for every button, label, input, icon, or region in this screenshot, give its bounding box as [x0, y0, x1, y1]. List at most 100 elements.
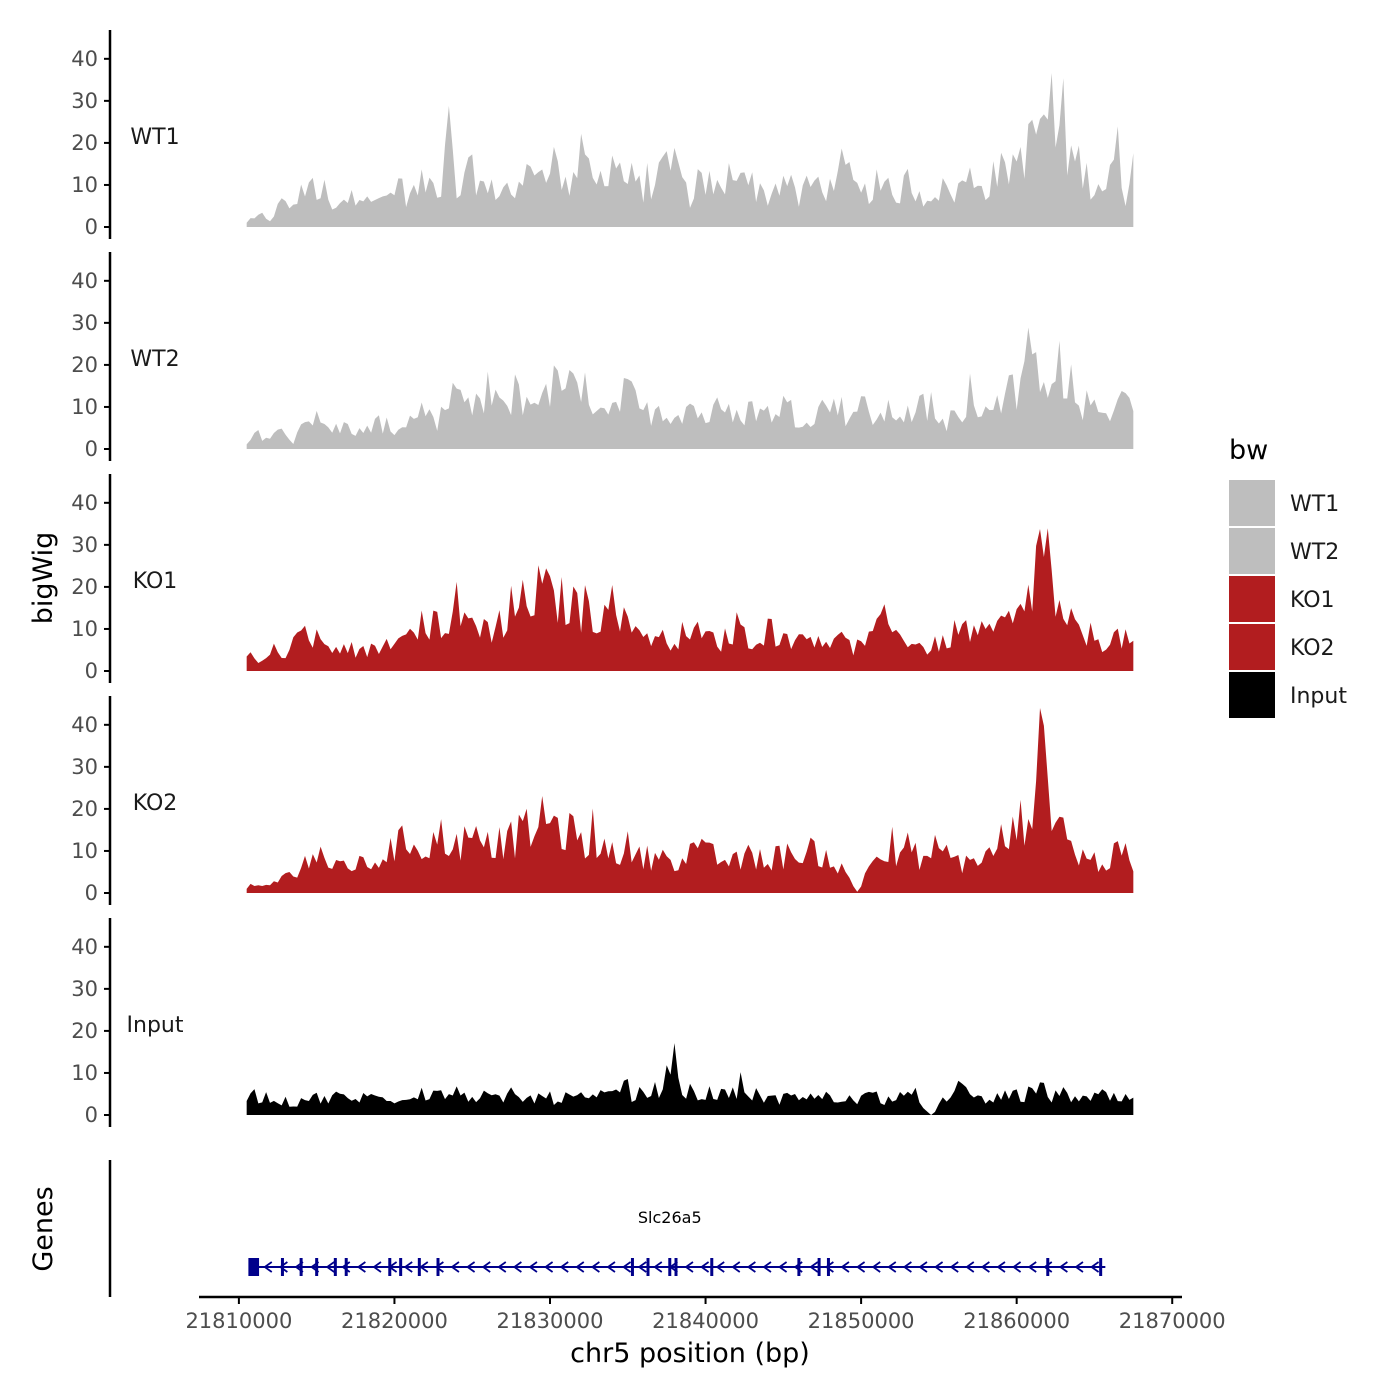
strand-arrow	[824, 1261, 834, 1273]
strand-arrow	[715, 1261, 725, 1273]
strand-arrow	[840, 1261, 850, 1273]
strand-arrow	[1012, 1261, 1022, 1273]
x-tick-label: 21870000	[1119, 1309, 1226, 1333]
legend-swatch-wt2	[1229, 528, 1275, 574]
gene-exon	[797, 1258, 801, 1276]
gene-exon	[1099, 1258, 1103, 1276]
strand-arrow	[1090, 1261, 1100, 1273]
track-label-ko2: KO2	[133, 791, 178, 816]
strand-arrow	[481, 1261, 491, 1273]
strand-arrow	[466, 1261, 476, 1273]
strand-arrow	[356, 1261, 366, 1273]
x-tick-label: 21810000	[185, 1309, 292, 1333]
strand-arrow	[434, 1261, 444, 1273]
legend-swatch-wt1	[1229, 480, 1275, 526]
legend-title: bw	[1229, 435, 1268, 466]
strand-arrow	[684, 1261, 694, 1273]
gene-exon	[710, 1258, 714, 1276]
strand-arrow	[731, 1261, 741, 1273]
legend-label-ko1: KO1	[1290, 588, 1335, 613]
strand-arrow	[263, 1261, 273, 1273]
gene-exon	[817, 1258, 821, 1276]
strand-arrow	[325, 1261, 335, 1273]
strand-arrow	[637, 1261, 647, 1273]
legend-swatch-input	[1229, 672, 1275, 718]
gene-exon	[248, 1258, 258, 1276]
strand-arrow	[980, 1261, 990, 1273]
strand-arrow	[575, 1261, 585, 1273]
y-tick-label: 40	[71, 47, 98, 71]
y-tick-label: 20	[71, 131, 98, 155]
strand-arrow	[372, 1261, 382, 1273]
strand-arrow	[497, 1261, 507, 1273]
track-panel-input: Input 0 10 20 30 40	[71, 918, 1134, 1127]
strand-arrow	[856, 1261, 866, 1273]
strand-arrow	[450, 1261, 460, 1273]
x-axis: 21810000 21820000 21830000 21840000 21850000…	[185, 1295, 1226, 1333]
signal-area-input	[246, 1043, 1134, 1115]
track-label-wt1: WT1	[130, 125, 179, 150]
strand-arrow	[934, 1261, 944, 1273]
y-tick-label: 30	[71, 977, 98, 1001]
gene-exon	[417, 1258, 421, 1276]
strand-arrow	[762, 1261, 772, 1273]
strand-arrow	[1043, 1261, 1053, 1273]
strand-arrow	[528, 1261, 538, 1273]
strand-arrow	[1058, 1261, 1068, 1273]
y-tick-label: 40	[71, 935, 98, 959]
signal-panels: WT1 0 10 20 30 40 WT2 0 10 20 30 40 KO1 0 10 20 30 4…	[71, 30, 1134, 1127]
gene-exon	[1046, 1258, 1050, 1276]
gene-panel-title: Genes	[28, 1186, 59, 1271]
y-tick-label: 30	[71, 89, 98, 113]
strand-arrow	[700, 1261, 710, 1273]
legend-swatch-ko1	[1229, 576, 1275, 622]
legend: bw WT1 WT2 KO1 KO2 Input	[1229, 435, 1347, 718]
gene-exon	[299, 1258, 303, 1276]
legend-label-input: Input	[1290, 684, 1347, 709]
y-tick-label: 30	[71, 533, 98, 557]
y-tick-label: 0	[85, 437, 98, 461]
strand-arrow	[746, 1261, 756, 1273]
gene-exon	[668, 1258, 672, 1276]
strand-arrow	[590, 1261, 600, 1273]
strand-arrow	[403, 1261, 413, 1273]
gene-exon	[256, 1258, 260, 1276]
strand-arrow	[949, 1261, 959, 1273]
strand-arrow	[965, 1261, 975, 1273]
signal-area-wt1	[246, 72, 1134, 227]
gene-exon	[630, 1258, 634, 1276]
y-tick-label: 40	[71, 269, 98, 293]
strand-arrow	[653, 1261, 663, 1273]
y-tick-label: 10	[71, 839, 98, 863]
x-tick-label: 21830000	[497, 1309, 604, 1333]
signal-area-wt2	[246, 327, 1134, 449]
gene-exon	[674, 1258, 678, 1276]
x-tick-label: 21820000	[341, 1309, 448, 1333]
y-tick-label: 30	[71, 311, 98, 335]
gene-panel: Genes Slc26a5	[28, 1160, 1106, 1297]
gene-exon	[280, 1258, 284, 1276]
strand-arrow	[871, 1261, 881, 1273]
y-tick-label: 10	[71, 173, 98, 197]
y-tick-label: 20	[71, 575, 98, 599]
gene-exon	[315, 1258, 319, 1276]
strand-arrow	[622, 1261, 632, 1273]
x-tick-label: 21840000	[652, 1309, 759, 1333]
signal-area-ko1	[246, 528, 1134, 671]
y-axis-title: bigWig	[28, 532, 59, 625]
y-tick-label: 20	[71, 797, 98, 821]
strand-arrow	[778, 1261, 788, 1273]
track-label-input: Input	[127, 1013, 184, 1038]
legend-swatch-ko2	[1229, 624, 1275, 670]
y-tick-label: 20	[71, 353, 98, 377]
y-tick-label: 0	[85, 215, 98, 239]
gene-exon	[399, 1258, 403, 1276]
y-tick-label: 40	[71, 713, 98, 737]
y-tick-label: 0	[85, 1103, 98, 1127]
strand-arrow	[512, 1261, 522, 1273]
strand-arrow	[559, 1261, 569, 1273]
y-tick-label: 10	[71, 617, 98, 641]
strand-arrow	[996, 1261, 1006, 1273]
track-panel-wt1: WT1 0 10 20 30 40	[71, 30, 1134, 239]
